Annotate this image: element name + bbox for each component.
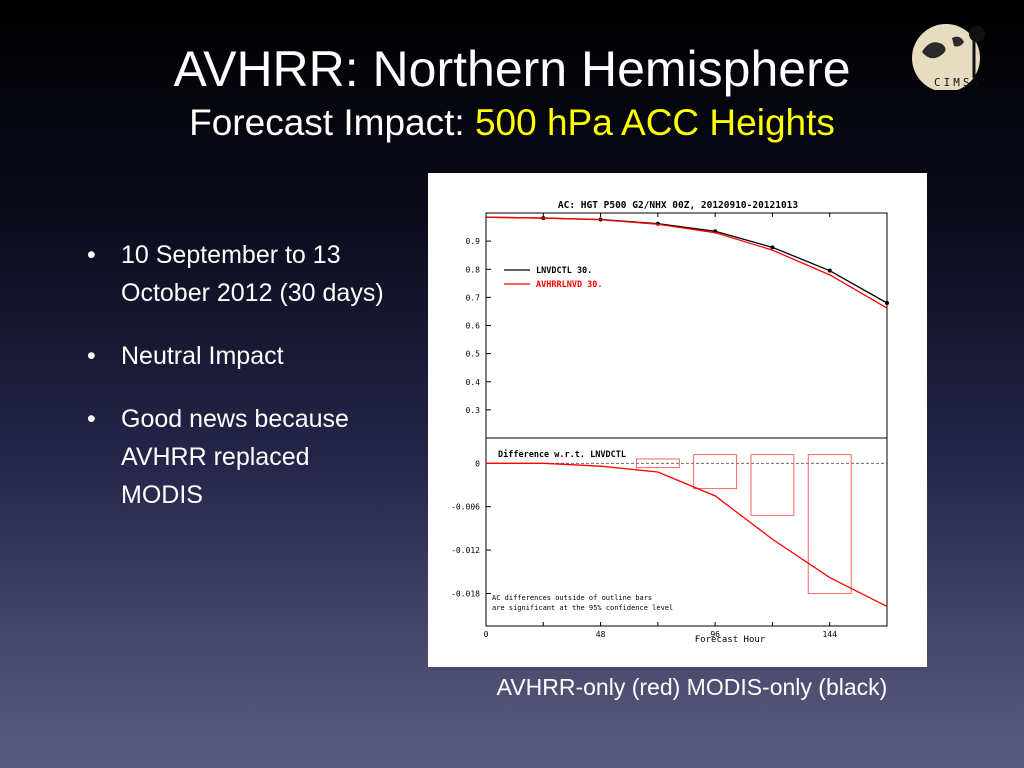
logo-text: CIMSS (934, 76, 982, 89)
top-y-tick-label: 0.5 (466, 350, 481, 359)
bottom-y-tick-label: -0.006 (451, 503, 480, 512)
chart-title: AC: HGT P500 G2/NHX 00Z, 20120910-201210… (558, 200, 798, 211)
series-line-avhrrlnvd (485, 216, 888, 309)
x-tick-label: 144 (822, 630, 837, 639)
subtitle-prefix: Forecast Impact: (189, 102, 475, 143)
logo-landmass (922, 42, 946, 59)
cimss-logo: CIMSS (900, 16, 1000, 92)
x-tick-label: 0 (484, 630, 489, 639)
slide-title-block: AVHRR: Northern Hemisphere Forecast Impa… (0, 38, 1024, 146)
top-y-tick-label: 0.6 (466, 322, 481, 331)
significance-note-line-1: AC differences outside of outline bars (492, 594, 652, 602)
difference-panel-label: Difference w.r.t. LNVDCTL (498, 449, 626, 460)
bottom-y-tick-label: 0 (475, 459, 480, 468)
subtitle-highlight: 500 hPa ACC Heights (474, 102, 835, 143)
bottom-plot-frame (485, 437, 888, 627)
x-axis-label: Forecast Hour (695, 635, 766, 645)
cimss-logo-graphic: CIMSS (912, 24, 985, 92)
legend-label-avhrrlnvd: AVHRRLNVD 30. (536, 280, 603, 290)
x-tick-label: 96 (710, 630, 720, 639)
slide-subtitle: Forecast Impact: 500 hPa ACC Heights (0, 100, 1024, 146)
bottom-y-tick-label: -0.012 (451, 546, 480, 555)
significance-note-line-2: are significant at the 95% confidence le… (492, 604, 673, 612)
top-y-tick-label: 0.4 (466, 378, 481, 387)
logo-landmass-2 (952, 36, 964, 47)
logo-dish (969, 26, 985, 42)
bullet-list: 10 September to 13 October 2012 (30 days… (85, 236, 385, 539)
top-y-tick-label: 0.3 (466, 406, 481, 415)
chart-container: AC: HGT P500 G2/NHX 00Z, 20120910-201210… (428, 173, 927, 667)
slide-title: AVHRR: Northern Hemisphere (173, 41, 851, 97)
confidence-bar (693, 454, 738, 490)
data-point-lnvdctl (770, 245, 775, 250)
data-point-lnvdctl (827, 268, 832, 273)
top-y-tick-label: 0.9 (466, 237, 481, 246)
top-y-tick-label: 0.7 (466, 293, 481, 302)
bullet-item-note: Good news because AVHRR replaced MODIS (85, 400, 385, 514)
chart-caption: AVHRR-only (red) MODIS-only (black) (496, 674, 888, 700)
x-tick-label: 48 (596, 630, 606, 639)
difference-line (486, 462, 888, 608)
top-y-tick-label: 0.8 (466, 265, 481, 274)
series-line-lnvdctl (485, 216, 888, 304)
legend-label-lnvdctl: LNVDCTL 30. (536, 266, 592, 276)
data-point-lnvdctl (885, 301, 889, 305)
confidence-bar (750, 454, 795, 516)
bullet-item-date-range: 10 September to 13 October 2012 (30 days… (85, 236, 385, 312)
chart-legend: LNVDCTL 30. AVHRRLNVD 30. (504, 266, 603, 290)
confidence-bar (807, 454, 852, 594)
bullet-item-impact: Neutral Impact (85, 337, 385, 375)
acc-chart: AC: HGT P500 G2/NHX 00Z, 20120910-201210… (451, 200, 889, 645)
top-plot-frame (485, 212, 888, 439)
confidence-bar (635, 458, 680, 469)
bottom-y-tick-label: -0.018 (451, 589, 480, 598)
